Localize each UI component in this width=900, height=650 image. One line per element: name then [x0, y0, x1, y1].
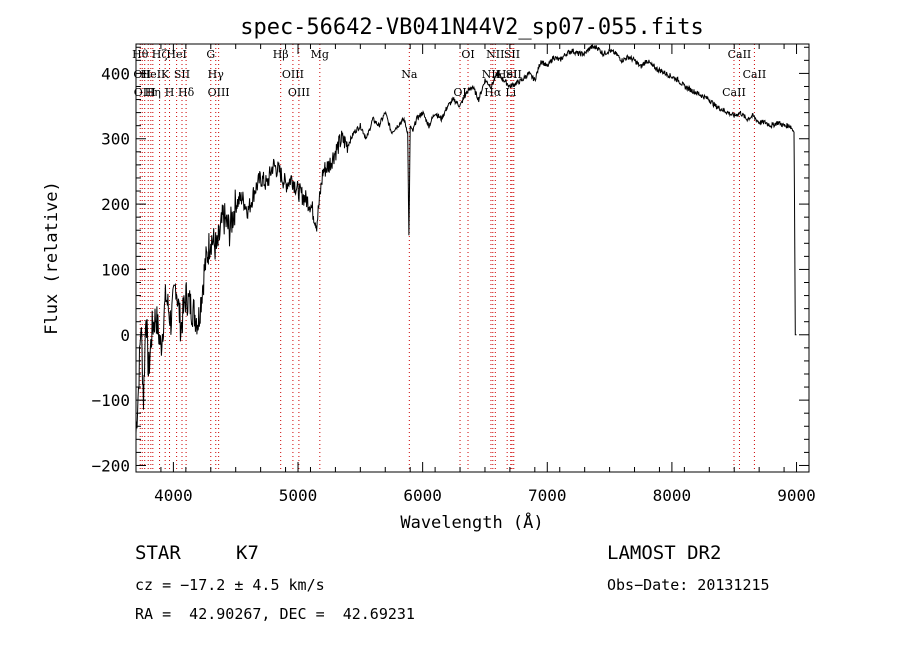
- spectral-line-markers: [139, 44, 755, 472]
- spectral-line-label: Hζ: [152, 48, 168, 61]
- survey-name: LAMOST DR2: [607, 542, 722, 564]
- spectral-line-label: K: [161, 68, 170, 81]
- y-tick-label: −100: [91, 391, 130, 410]
- object-subclass: K7: [236, 542, 259, 564]
- spectral-line-label: Mg: [311, 48, 329, 61]
- y-tick-label: 300: [101, 130, 130, 149]
- x-tick-label: 6000: [403, 486, 442, 505]
- spectral-line-label: G: [206, 48, 215, 61]
- spectral-line-labels: HθOIIOIIIHeIHηHζKHHeISIIHδGHγOIIIHβOIIIO…: [132, 48, 766, 99]
- spectral-line-label: H: [165, 86, 175, 99]
- spectral-line-label: Hθ: [132, 48, 149, 61]
- spectral-line-label: Hα: [484, 86, 502, 99]
- x-tick-label: 7000: [528, 486, 567, 505]
- redshift-velocity: cz = −17.2 ± 4.5 km/s: [135, 576, 325, 594]
- spectral-line-label: CaII: [743, 68, 767, 81]
- spectral-line-label: OI: [461, 48, 474, 61]
- spectral-line-label: OI: [453, 86, 466, 99]
- spectral-line-label: Hδ: [178, 86, 195, 99]
- spectral-line-label: OII: [133, 68, 151, 81]
- spectral-line-label: Na: [401, 68, 418, 81]
- spectral-line-label: SII: [174, 68, 190, 81]
- spectral-line-label: OIII: [288, 86, 310, 99]
- plot-frame: [135, 43, 810, 473]
- spectral-line-label: HeI: [141, 68, 161, 81]
- y-tick-label: 200: [101, 195, 130, 214]
- spectral-line-label: HeI: [166, 48, 186, 61]
- spectral-line-label: OIII: [282, 68, 304, 81]
- spectral-line-label: CaII: [728, 48, 752, 61]
- coordinates: RA = 42.90267, DEC = 42.69231: [135, 605, 415, 623]
- x-tick-label: 8000: [653, 486, 692, 505]
- spectral-line-label: Hγ: [208, 68, 225, 81]
- y-tick-label: 400: [101, 64, 130, 83]
- y-tick-label: −200: [91, 456, 130, 475]
- spectral-line-label: NII: [482, 68, 500, 81]
- spectral-line-label: OIII: [208, 86, 230, 99]
- y-tick-label: 0: [120, 326, 130, 345]
- spectral-line-label: Li: [505, 86, 516, 99]
- spectral-line-label: NII: [486, 48, 504, 61]
- spectral-line-label: CaII: [722, 86, 746, 99]
- spectral-line-label: SII: [506, 68, 522, 81]
- y-axis-ticks: −200 −100 0 100 200 300 400: [91, 46, 809, 475]
- x-tick-label: 9000: [777, 486, 816, 505]
- spectral-line-label: Hβ: [273, 48, 289, 61]
- spectral-line-label: OIII: [134, 86, 156, 99]
- observation-date: Obs−Date: 20131215: [607, 576, 770, 594]
- x-axis-label: Wavelength (Å): [400, 511, 543, 533]
- spectral-line-label: Hη: [145, 86, 161, 99]
- object-class: STAR: [135, 542, 181, 564]
- y-tick-label: 100: [101, 260, 130, 279]
- x-axis-ticks: 4000 5000 6000 7000 8000 9000: [135, 44, 816, 505]
- spectrum-line: [135, 43, 797, 434]
- spectral-line-label: SII: [504, 48, 520, 61]
- y-axis-label: Flux (relative): [42, 181, 62, 335]
- spectral-line-label: HeI: [497, 68, 517, 81]
- chart-title: spec-56642-VB041N44V2_sp07-055.fits: [240, 15, 704, 40]
- x-tick-label: 4000: [154, 486, 193, 505]
- x-tick-label: 5000: [279, 486, 318, 505]
